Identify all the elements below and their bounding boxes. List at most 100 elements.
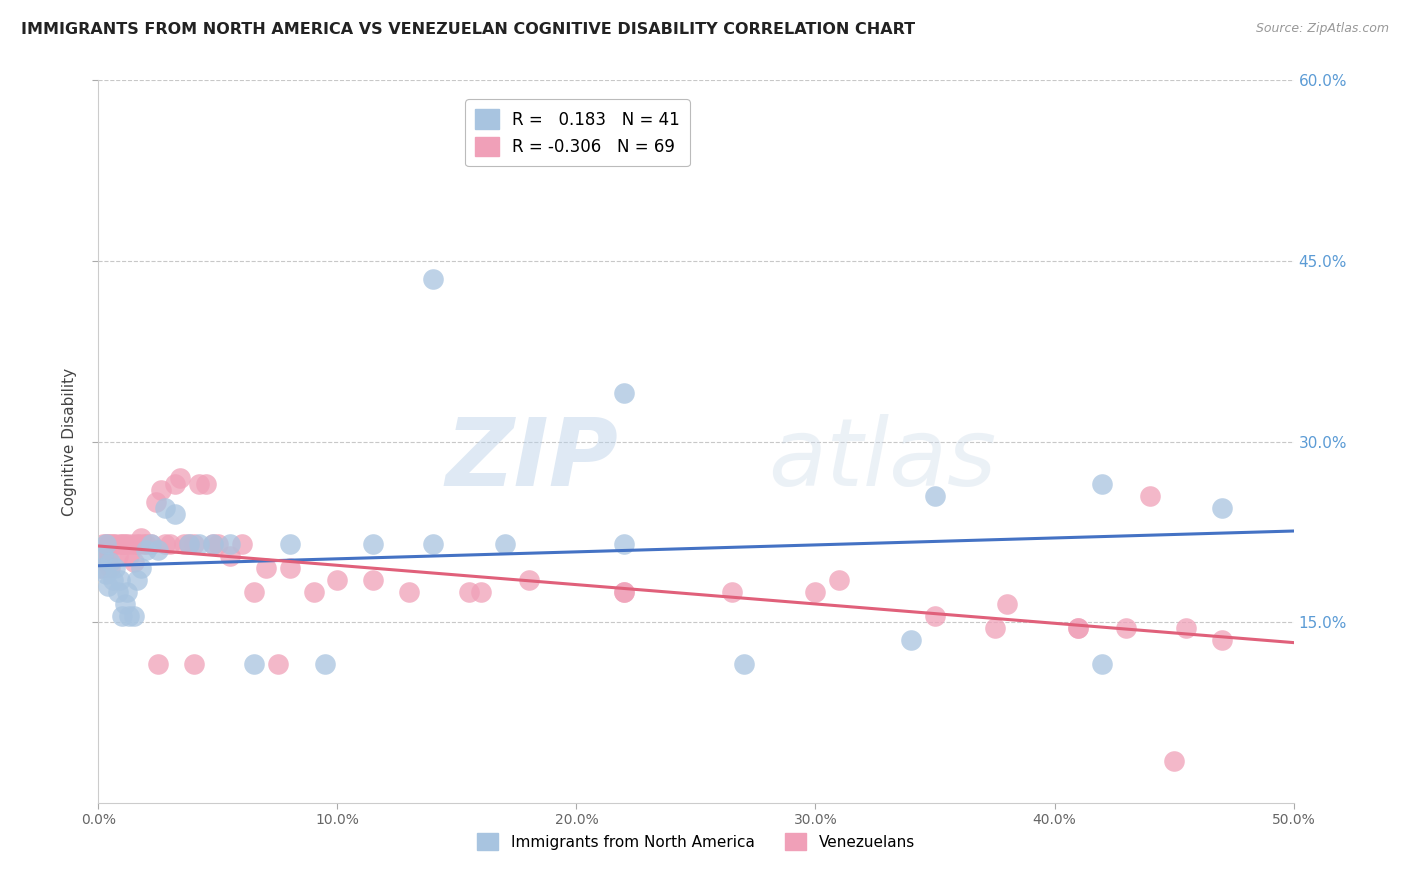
- Point: [108, 537, 131, 551]
- Point: [315, 657, 337, 672]
- Point: [733, 657, 755, 672]
- Point: [1211, 500, 1233, 515]
- Point: [124, 555, 146, 569]
- Point: [148, 542, 170, 557]
- Point: [458, 585, 481, 599]
- Point: [98, 561, 122, 575]
- Point: [984, 621, 1007, 635]
- Point: [202, 537, 225, 551]
- Point: [107, 549, 129, 563]
- Point: [828, 573, 851, 587]
- Point: [97, 579, 120, 593]
- Point: [108, 573, 131, 587]
- Point: [125, 537, 148, 551]
- Point: [101, 537, 124, 551]
- Point: [326, 573, 349, 587]
- Point: [804, 585, 827, 599]
- Point: [302, 585, 325, 599]
- Point: [278, 561, 301, 575]
- Text: ZIP: ZIP: [446, 414, 619, 506]
- Point: [139, 537, 162, 551]
- Point: [115, 537, 138, 551]
- Point: [97, 549, 120, 563]
- Point: [613, 585, 636, 599]
- Point: [183, 657, 205, 672]
- Point: [114, 597, 136, 611]
- Point: [107, 585, 129, 599]
- Point: [90, 561, 112, 575]
- Point: [94, 555, 117, 569]
- Point: [1067, 621, 1090, 635]
- Point: [1211, 633, 1233, 648]
- Point: [1067, 621, 1090, 635]
- Point: [278, 537, 301, 551]
- Point: [183, 537, 205, 551]
- Point: [470, 585, 492, 599]
- Point: [219, 549, 242, 563]
- Text: Source: ZipAtlas.com: Source: ZipAtlas.com: [1256, 22, 1389, 36]
- Point: [132, 537, 155, 551]
- Point: [114, 537, 136, 551]
- Point: [179, 537, 201, 551]
- Point: [155, 537, 177, 551]
- Point: [613, 537, 636, 551]
- Point: [924, 609, 946, 624]
- Point: [148, 657, 170, 672]
- Point: [1091, 657, 1114, 672]
- Point: [900, 633, 922, 648]
- Point: [131, 531, 153, 545]
- Point: [159, 537, 181, 551]
- Point: [91, 537, 114, 551]
- Point: [90, 561, 112, 575]
- Legend: Immigrants from North America, Venezuelans: Immigrants from North America, Venezuela…: [471, 827, 921, 856]
- Point: [187, 537, 209, 551]
- Point: [94, 537, 117, 551]
- Point: [163, 507, 186, 521]
- Y-axis label: Cognitive Disability: Cognitive Disability: [62, 368, 77, 516]
- Point: [721, 585, 744, 599]
- Point: [125, 573, 148, 587]
- Point: [139, 537, 162, 551]
- Text: atlas: atlas: [768, 414, 995, 505]
- Point: [179, 537, 201, 551]
- Point: [517, 573, 540, 587]
- Point: [124, 609, 146, 624]
- Point: [163, 476, 186, 491]
- Point: [231, 537, 253, 551]
- Point: [243, 585, 266, 599]
- Point: [98, 555, 122, 569]
- Point: [187, 476, 209, 491]
- Point: [219, 537, 242, 551]
- Point: [90, 549, 112, 563]
- Point: [115, 585, 138, 599]
- Point: [995, 597, 1018, 611]
- Point: [254, 561, 277, 575]
- Point: [101, 573, 124, 587]
- Point: [155, 500, 177, 515]
- Point: [91, 549, 114, 563]
- Point: [128, 537, 150, 551]
- Point: [149, 483, 172, 497]
- Point: [111, 537, 134, 551]
- Point: [363, 537, 385, 551]
- Point: [398, 585, 420, 599]
- Point: [422, 272, 444, 286]
- Point: [111, 609, 134, 624]
- Point: [1175, 621, 1198, 635]
- Point: [202, 537, 225, 551]
- Point: [613, 585, 636, 599]
- Point: [97, 537, 120, 551]
- Point: [118, 549, 141, 563]
- Point: [1163, 754, 1185, 768]
- Point: [135, 537, 157, 551]
- Point: [243, 657, 266, 672]
- Point: [422, 537, 444, 551]
- Point: [1139, 489, 1161, 503]
- Point: [363, 573, 385, 587]
- Point: [98, 537, 122, 551]
- Point: [104, 561, 127, 575]
- Point: [924, 489, 946, 503]
- Point: [104, 537, 127, 551]
- Point: [494, 537, 516, 551]
- Point: [94, 567, 117, 582]
